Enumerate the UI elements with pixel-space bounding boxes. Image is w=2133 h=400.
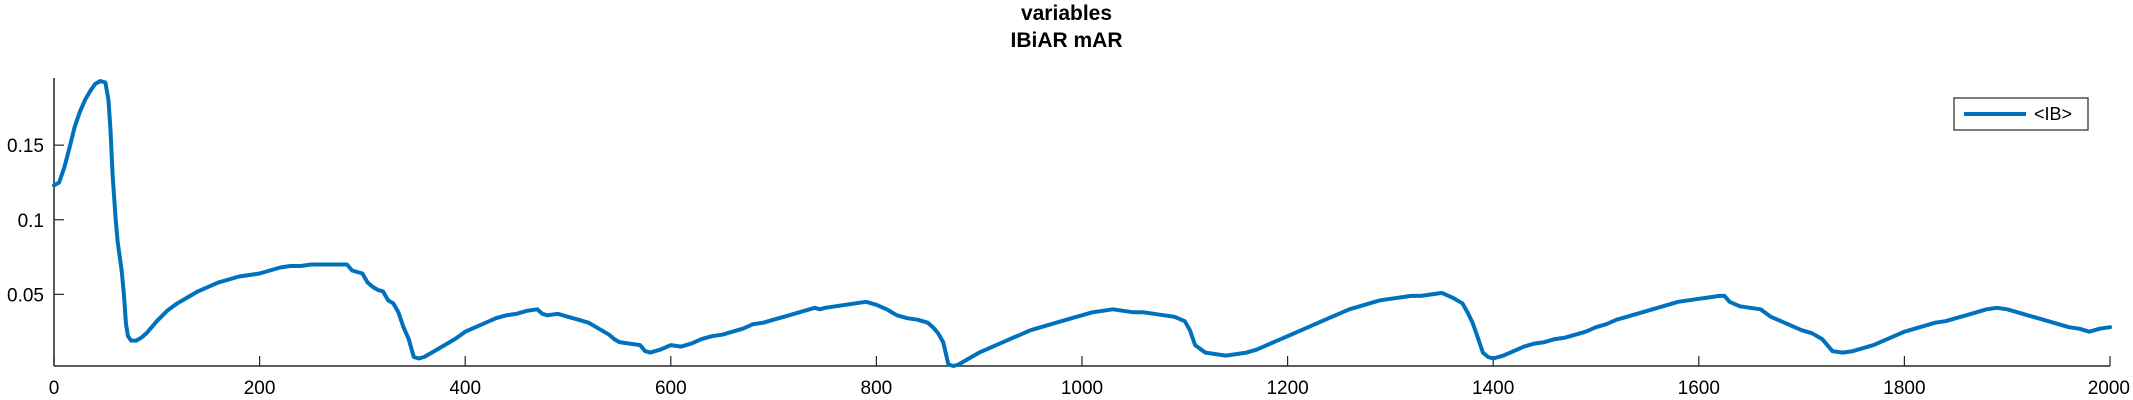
y-tick-label: 0.15 <box>7 136 44 157</box>
x-tick-label: 1000 <box>1061 378 1103 399</box>
y-tick-label: 0.1 <box>18 211 44 232</box>
legend: <IB> <box>1953 97 2089 131</box>
x-tick-label: 1400 <box>1472 378 1514 399</box>
axes <box>53 78 2110 367</box>
y-tick-label: 0.05 <box>7 285 44 306</box>
x-tick-label: 1200 <box>1266 378 1308 399</box>
legend-label-ib: <IB> <box>2034 104 2072 124</box>
chart-subtitle: IBiAR mAR <box>1010 29 1123 52</box>
series-lines <box>52 79 2112 368</box>
x-tick-label: 1800 <box>1883 378 1925 399</box>
x-ticks: 0 200 400 600 800 1000 1200 1400 1600 1800 2000 <box>49 356 2130 399</box>
x-tick-label: 2000 <box>2088 378 2130 399</box>
x-tick-label: 200 <box>244 378 276 399</box>
x-tick-label: 600 <box>655 378 687 399</box>
y-ticks: 0.05 0.1 0.15 <box>7 136 64 306</box>
series-line-ib <box>52 79 2112 368</box>
chart-title: variables <box>1020 2 1113 25</box>
x-tick-label: 800 <box>861 378 893 399</box>
x-tick-label: 0 <box>49 378 60 399</box>
x-tick-label: 400 <box>449 378 481 399</box>
x-tick-label: 1600 <box>1678 378 1720 399</box>
